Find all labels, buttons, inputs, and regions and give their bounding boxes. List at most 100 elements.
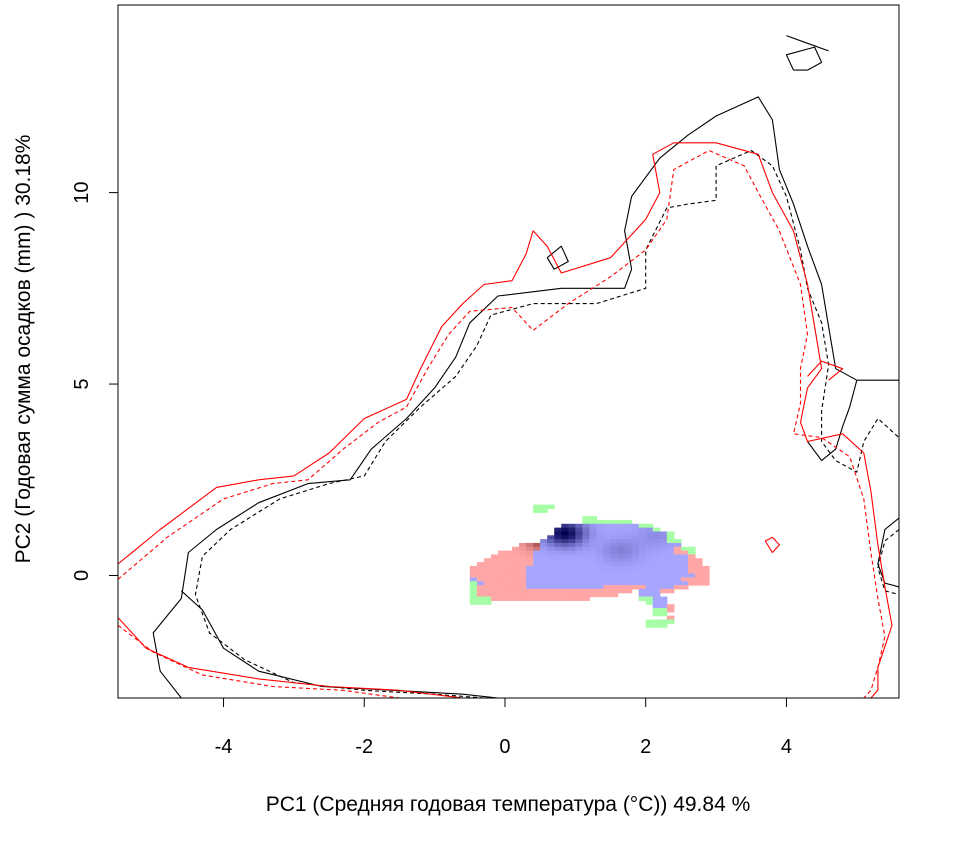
contour-line-9 xyxy=(877,529,899,596)
heatmap-cell-only_a xyxy=(519,596,527,601)
x-tick-label: 0 xyxy=(499,736,510,758)
heatmap-cell-overlap xyxy=(680,569,689,575)
contour-line-7 xyxy=(546,245,569,270)
heatmap-cell-overlap xyxy=(638,542,647,548)
heatmap-cell-overlap xyxy=(533,585,541,590)
heatmap-cell-only_a xyxy=(519,565,527,571)
heatmap-cell-only_a xyxy=(512,562,520,567)
heatmap-cell-only_a xyxy=(673,550,682,556)
heatmap-cell-overlap xyxy=(575,569,583,575)
x-axis-title: PC1 (Средняя годовая температура (°C)) 4… xyxy=(266,793,751,816)
heatmap-cell-overlap xyxy=(659,577,668,582)
heatmap-cell-only_b xyxy=(469,588,478,594)
heatmap-cell-overlap xyxy=(554,573,562,578)
heatmap-cell-overlap xyxy=(554,539,562,544)
heatmap-cell-overlap xyxy=(645,585,654,590)
heatmap-cell-only_a xyxy=(519,573,527,578)
heatmap-cell-only_a xyxy=(504,550,513,556)
heatmap-cell-only_a xyxy=(519,569,527,575)
heatmap-cell-only_a xyxy=(603,585,612,590)
heatmap-cell-only_a xyxy=(673,546,682,552)
y-tick-label: 10 xyxy=(71,181,93,203)
heatmap-cell-only_a xyxy=(519,550,527,556)
heatmap-cell-overlap xyxy=(568,569,576,575)
heatmap-cell-overlap xyxy=(659,600,668,605)
heatmap-cell-only_a xyxy=(589,588,598,594)
y-tick-label: 5 xyxy=(71,378,93,389)
heatmap-cell-only_b xyxy=(666,531,675,536)
heatmap-cell-only_b xyxy=(476,600,485,605)
heatmap-cell-only_a xyxy=(519,592,527,598)
heatmap-cell-only_a xyxy=(687,569,696,575)
heatmap-cell-overlap xyxy=(547,573,555,578)
heatmap-cell-overlap xyxy=(617,569,626,575)
heatmap-cell-overlap xyxy=(659,531,668,536)
heatmap-cell-overlap xyxy=(533,562,541,567)
heatmap-cell-overlap xyxy=(582,558,591,563)
heatmap-cell-only_a xyxy=(533,592,541,598)
heatmap-cell-overlap xyxy=(568,554,576,559)
heatmap-cell-overlap xyxy=(645,581,654,586)
heatmap-cell-only_a xyxy=(497,588,506,594)
heatmap-cell-overlap xyxy=(638,535,647,540)
heatmap-cell-overlap xyxy=(666,554,675,559)
heatmap-cell-only_a xyxy=(666,588,675,594)
heatmap-cell-overlap xyxy=(582,581,591,586)
heatmap-cell-only_a xyxy=(687,562,696,567)
heatmap-cell-only_a xyxy=(519,554,527,559)
heatmap-cell-overlap xyxy=(554,581,562,586)
heatmap-cell-overlap xyxy=(624,565,633,571)
heatmap-cell-only_a xyxy=(490,592,499,598)
heatmap-cell-overlap xyxy=(624,573,633,578)
x-tick-label: -4 xyxy=(215,736,233,758)
heatmap-cell-overlap xyxy=(603,554,612,559)
heatmap-cell-overlap xyxy=(568,550,576,556)
heatmap-cell-overlap xyxy=(575,565,583,571)
heatmap-cell-only_a xyxy=(582,596,591,601)
heatmap-cell-overlap xyxy=(617,562,626,567)
heatmap-cell-only_a xyxy=(575,588,583,594)
heatmap-cell-overlap xyxy=(652,600,661,605)
heatmap-cell-only_a xyxy=(519,581,527,586)
heatmap-cell-overlap xyxy=(631,573,640,578)
heatmap-cell-only_b xyxy=(469,600,478,605)
heatmap-cell-only_a xyxy=(512,581,520,586)
heatmap-cell-overlap xyxy=(638,577,647,582)
heatmap-cell-overlap xyxy=(589,569,598,575)
heatmap-cell-only_a xyxy=(554,588,562,594)
heatmap-cell-only_a xyxy=(476,565,485,571)
heatmap-cell-only_b xyxy=(547,504,555,510)
heatmap-cell-overlap xyxy=(603,523,612,529)
heatmap-cell-overlap xyxy=(568,546,576,552)
heatmap-cell-overlap xyxy=(666,585,675,590)
heatmap-cell-only_a xyxy=(554,596,562,601)
heatmap-cell-only_b xyxy=(652,527,661,533)
heatmap-cell-overlap xyxy=(617,581,626,586)
heatmap-cell-overlap xyxy=(547,539,555,544)
heatmap-cell-overlap xyxy=(596,569,605,575)
heatmap-cell-overlap xyxy=(582,527,591,533)
heatmap-cell-overlap xyxy=(617,565,626,571)
heatmap-cell-overlap xyxy=(603,542,612,548)
heatmap-cell-only_b xyxy=(645,523,654,529)
heatmap-cell-overlap xyxy=(652,531,661,536)
heatmap-cell-overlap xyxy=(610,562,619,567)
heatmap-cell-overlap xyxy=(673,565,682,571)
heatmap-cell-overlap xyxy=(561,531,569,536)
heatmap-cell-overlap xyxy=(561,581,569,586)
heatmap-cell-overlap xyxy=(554,565,562,571)
heatmap-cell-only_a xyxy=(483,573,492,578)
heatmap-cell-overlap xyxy=(624,550,633,556)
heatmap-cell-only_a xyxy=(512,585,520,590)
heatmap-cell-overlap xyxy=(540,554,548,559)
contour-line-15 xyxy=(807,360,844,381)
heatmap-cell-only_a xyxy=(687,554,696,559)
heatmap-cell-overlap xyxy=(526,573,534,578)
heatmap-cell-overlap xyxy=(603,565,612,571)
heatmap-cell-overlap xyxy=(624,558,633,563)
heatmap-cell-overlap xyxy=(659,546,668,552)
heatmap-cell-only_a xyxy=(526,558,534,563)
heatmap-cell-only_b xyxy=(589,516,598,521)
heatmap-cell-overlap xyxy=(645,554,654,559)
heatmap-cell-only_b xyxy=(469,596,478,601)
